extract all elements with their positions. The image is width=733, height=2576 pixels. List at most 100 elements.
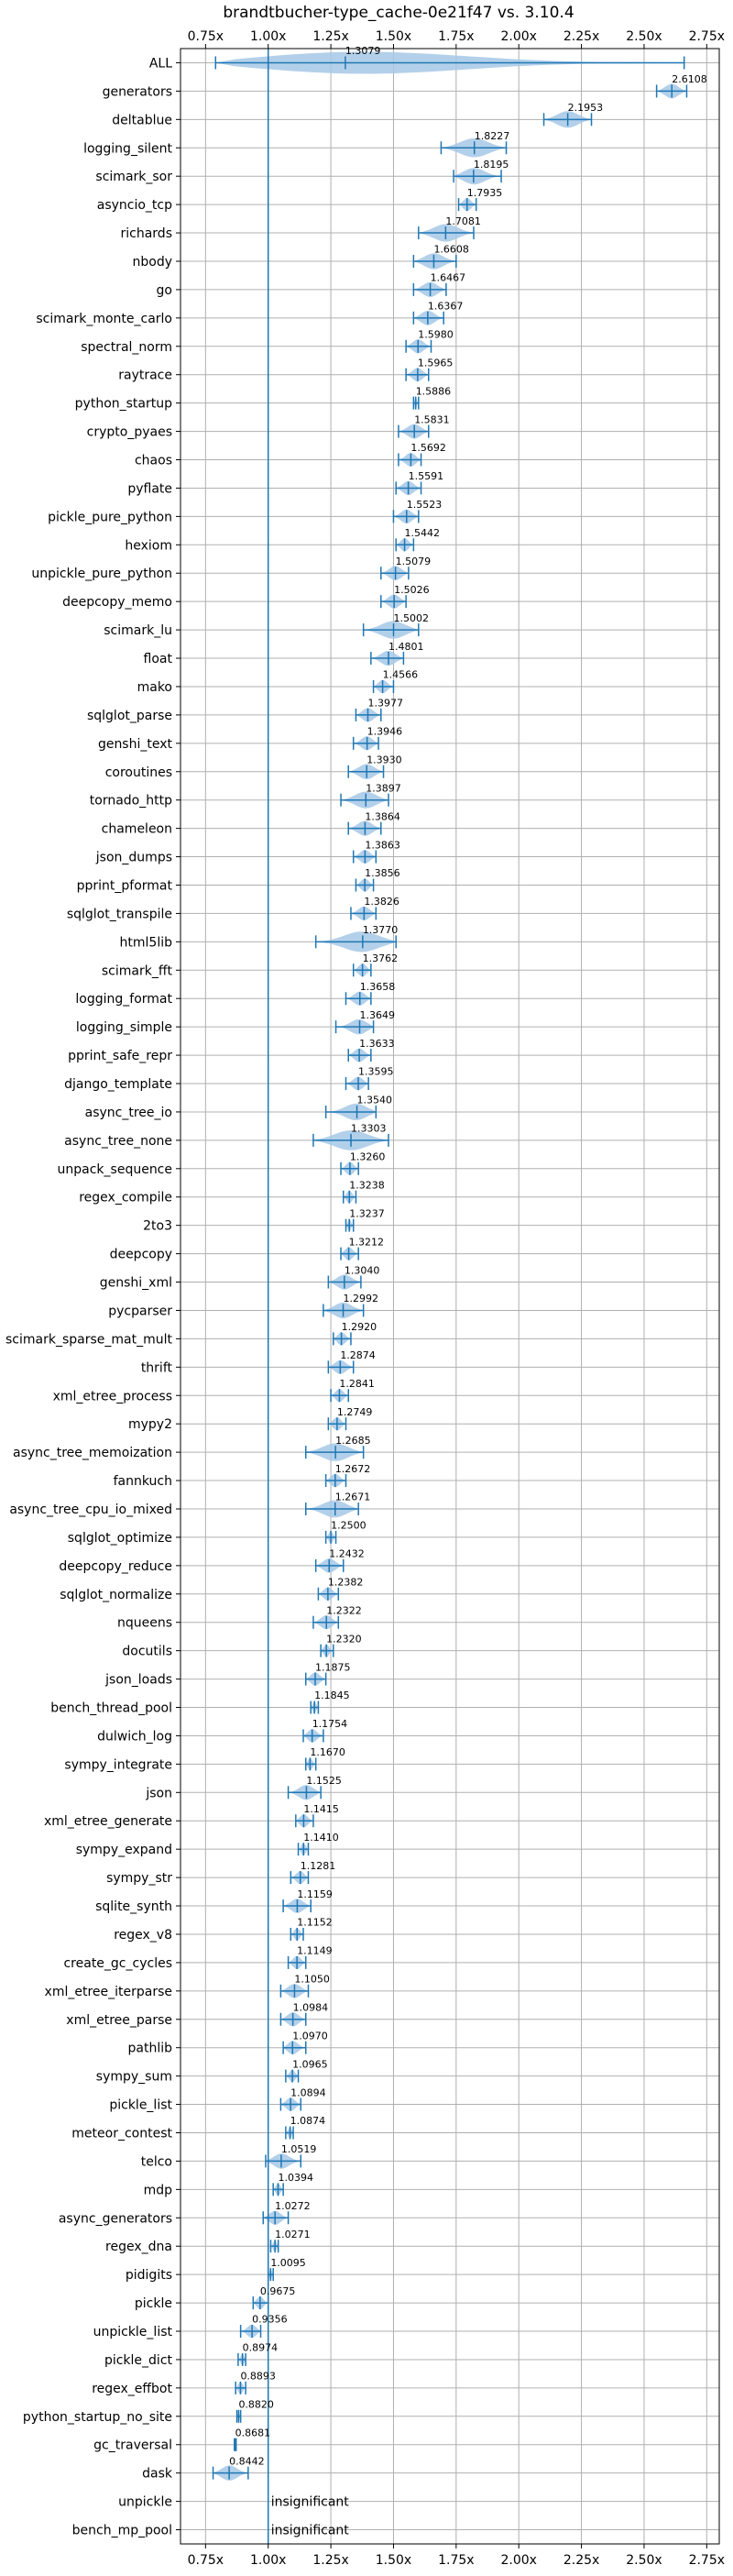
- x-tick-label-top: 0.75x: [188, 29, 224, 44]
- value-label: 1.1281: [301, 1860, 336, 1872]
- benchmark-label: xml_etree_process: [53, 1389, 172, 1404]
- benchmark-label: deltablue: [112, 113, 172, 127]
- value-label: 1.3238: [349, 1179, 385, 1191]
- value-label: 1.2672: [335, 1463, 371, 1475]
- benchmark-label: json_dumps: [95, 851, 172, 865]
- benchmark-label: pidigits: [126, 2268, 172, 2283]
- benchmark-label: nbody: [133, 255, 173, 270]
- value-label: 2.6108: [672, 73, 707, 85]
- label-layer: ALL generators deltablue logging_silentscim…: [5, 45, 707, 2537]
- benchmark-label: unpickle_list: [93, 2325, 173, 2339]
- value-label: 1.5692: [410, 442, 446, 454]
- value-label: 1.4801: [388, 641, 424, 653]
- axis-layer: 0.75x 0.75x 1.00x 1.00x 1.25x 1.25x 1.50x 1.50x…: [176, 29, 725, 2568]
- value-label: 1.1754: [312, 1718, 348, 1730]
- value-label: 0.8893: [240, 2371, 276, 2383]
- benchmark-label: scimark_lu: [104, 623, 172, 638]
- benchmark-label: sqlglot_transpile: [67, 907, 172, 921]
- value-label: 1.2382: [328, 1577, 364, 1589]
- benchmark-label: tornado_http: [90, 794, 172, 809]
- benchmark-label: html5lib: [120, 935, 173, 950]
- value-label: 1.6367: [428, 301, 464, 313]
- benchmark-label: dask: [142, 2467, 173, 2482]
- benchmark-label: pickle: [135, 2296, 172, 2311]
- benchmark-label: chameleon: [102, 822, 172, 837]
- value-label: 1.3946: [367, 726, 403, 738]
- insignificant-label: insignificant: [271, 2524, 350, 2538]
- benchmark-label: bench_thread_pool: [50, 1701, 172, 1716]
- value-label: 1.2500: [331, 1520, 366, 1532]
- value-label: 1.5523: [407, 499, 443, 511]
- benchmark-label: django_template: [64, 1077, 172, 1092]
- benchmark-label: sympy_str: [106, 1871, 172, 1886]
- value-label: 1.3040: [345, 1264, 380, 1276]
- value-label: 1.3649: [360, 1009, 396, 1021]
- value-label: 0.9356: [252, 2314, 288, 2326]
- violin-layer: [212, 51, 688, 2481]
- value-label: 1.3977: [367, 698, 403, 710]
- benchmark-label: unpickle_pure_python: [31, 567, 172, 581]
- value-label: 1.2749: [337, 1406, 373, 1418]
- value-label: 1.3595: [358, 1066, 394, 1078]
- benchmark-label: sympy_integrate: [64, 1757, 172, 1772]
- benchmark-label: pickle_pure_python: [48, 510, 172, 524]
- benchmark-label: generators: [103, 84, 172, 99]
- benchmark-label: async_generators: [59, 2211, 172, 2226]
- value-label: 0.8442: [229, 2455, 265, 2467]
- value-label: 1.8195: [474, 159, 509, 171]
- benchmark-label: scimark_fft: [102, 963, 173, 978]
- value-label: 1.3864: [365, 810, 400, 822]
- benchmark-label: json_loads: [104, 1673, 172, 1688]
- insignificant-label: insignificant: [271, 2495, 350, 2510]
- benchmark-label: spectral_norm: [81, 340, 172, 355]
- value-label: 1.3079: [345, 45, 381, 57]
- benchmark-label: scimark_sparse_mat_mult: [5, 1332, 172, 1347]
- value-label: 1.3863: [365, 839, 400, 851]
- benchmark-label: mdp: [144, 2183, 173, 2197]
- benchmark-label: async_tree_memoization: [13, 1446, 172, 1460]
- benchmark-label: json: [145, 1786, 172, 1800]
- value-label: 1.0970: [292, 2030, 328, 2042]
- benchmark-label: pprint_pformat: [77, 878, 173, 893]
- value-label: 1.7935: [467, 187, 503, 199]
- benchmark-label: async_tree_io: [85, 1106, 172, 1120]
- value-label: 1.1670: [310, 1746, 345, 1758]
- benchmark-label: genshi_text: [98, 737, 173, 752]
- x-tick-label-top: 2.25x: [563, 29, 599, 44]
- benchmark-label: deepcopy_memo: [62, 595, 172, 610]
- benchmark-label: coroutines: [105, 765, 172, 780]
- value-label: 1.5442: [405, 527, 441, 539]
- value-label: 1.0984: [293, 2001, 329, 2013]
- x-tick-label-bottom: 2.75x: [689, 2553, 725, 2568]
- benchmark-label: sqlglot_parse: [87, 709, 172, 723]
- benchmark-label: pickle_dict: [104, 2353, 173, 2368]
- benchmark-label: regex_v8: [114, 1928, 172, 1943]
- benchmark-label: pathlib: [128, 2042, 173, 2056]
- value-label: 1.5965: [418, 357, 454, 369]
- benchmark-label: sqlite_synth: [95, 1899, 172, 1914]
- benchmark-label: telco: [141, 2154, 172, 2169]
- value-label: 1.3897: [366, 782, 401, 794]
- value-label: 1.5026: [394, 584, 430, 596]
- value-label: 1.1415: [303, 1803, 339, 1815]
- value-label: 1.2992: [344, 1293, 379, 1305]
- benchmark-label: genshi_xml: [100, 1276, 172, 1291]
- benchmark-label: async_tree_none: [64, 1134, 172, 1149]
- value-label: 1.3633: [359, 1038, 395, 1050]
- value-label: 1.0894: [290, 2086, 326, 2098]
- value-label: 1.2322: [326, 1604, 362, 1616]
- value-label: 1.3303: [351, 1123, 387, 1135]
- value-label: 1.2432: [329, 1548, 365, 1560]
- benchmark-label: sympy_sum: [96, 2070, 172, 2085]
- x-tick-label-bottom: 2.50x: [626, 2553, 662, 2568]
- benchmark-label: mypy2: [128, 1417, 172, 1432]
- benchmark-label: python_startup_no_site: [23, 2410, 172, 2425]
- value-label: 0.8820: [238, 2399, 274, 2411]
- benchmark-label: docutils: [122, 1645, 172, 1659]
- x-tick-label-top: 2.00x: [500, 29, 536, 44]
- value-label: 1.3930: [366, 754, 402, 765]
- benchmark-label: logging_silent: [83, 141, 172, 156]
- benchmark-label: pprint_safe_repr: [68, 1049, 172, 1063]
- benchmark-label: dulwich_log: [97, 1729, 172, 1744]
